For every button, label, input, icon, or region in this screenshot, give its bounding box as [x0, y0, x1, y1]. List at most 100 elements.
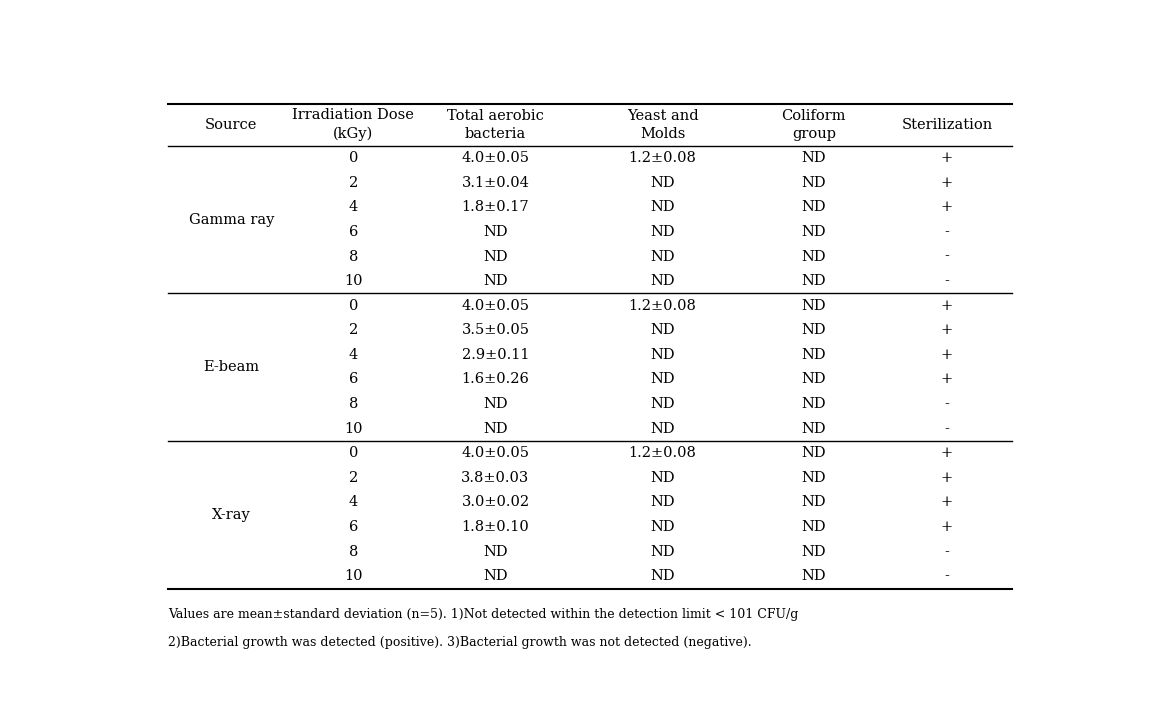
Text: X-ray: X-ray	[212, 507, 250, 522]
Text: 10: 10	[344, 422, 362, 436]
Text: ND: ND	[802, 471, 826, 485]
Text: ND: ND	[802, 544, 826, 559]
Text: ND: ND	[802, 495, 826, 510]
Text: ND: ND	[802, 298, 826, 313]
Text: ND: ND	[483, 422, 508, 436]
Text: ND: ND	[802, 397, 826, 411]
Text: Yeast and
Molds: Yeast and Molds	[627, 109, 698, 141]
Text: ND: ND	[802, 348, 826, 362]
Text: 10: 10	[344, 569, 362, 583]
Text: 8: 8	[348, 544, 358, 559]
Text: -: -	[945, 225, 949, 239]
Text: ND: ND	[650, 471, 675, 485]
Text: -: -	[945, 250, 949, 264]
Text: -: -	[945, 397, 949, 411]
Text: ND: ND	[483, 569, 508, 583]
Text: ND: ND	[802, 569, 826, 583]
Text: ND: ND	[483, 397, 508, 411]
Text: ND: ND	[802, 323, 826, 338]
Text: Sterilization: Sterilization	[902, 118, 993, 132]
Text: ND: ND	[650, 372, 675, 386]
Text: +: +	[941, 520, 953, 534]
Text: ND: ND	[802, 446, 826, 460]
Text: 1.8±0.10: 1.8±0.10	[461, 520, 529, 534]
Text: ND: ND	[802, 200, 826, 214]
Text: 0: 0	[348, 446, 358, 460]
Text: 2: 2	[348, 471, 358, 485]
Text: ND: ND	[650, 520, 675, 534]
Text: 0: 0	[348, 151, 358, 165]
Text: 2: 2	[348, 176, 358, 189]
Text: +: +	[941, 372, 953, 386]
Text: +: +	[941, 471, 953, 485]
Text: 3.1±0.04: 3.1±0.04	[461, 176, 529, 189]
Text: 1.2±0.08: 1.2±0.08	[629, 151, 697, 165]
Text: 1.8±0.17: 1.8±0.17	[461, 200, 529, 214]
Text: 1.2±0.08: 1.2±0.08	[629, 298, 697, 313]
Text: 1.6±0.26: 1.6±0.26	[461, 372, 529, 386]
Text: Total aerobic
bacteria: Total aerobic bacteria	[447, 109, 544, 141]
Text: 4.0±0.05: 4.0±0.05	[461, 151, 529, 165]
Text: ND: ND	[802, 372, 826, 386]
Text: +: +	[941, 298, 953, 313]
Text: ND: ND	[650, 397, 675, 411]
Text: -: -	[945, 569, 949, 583]
Text: ND: ND	[650, 495, 675, 510]
Text: ND: ND	[802, 274, 826, 288]
Text: +: +	[941, 495, 953, 510]
Text: ND: ND	[483, 274, 508, 288]
Text: ND: ND	[650, 274, 675, 288]
Text: ND: ND	[650, 422, 675, 436]
Text: ND: ND	[483, 225, 508, 239]
Text: 6: 6	[348, 225, 358, 239]
Text: 3.0±0.02: 3.0±0.02	[461, 495, 530, 510]
Text: 10: 10	[344, 274, 362, 288]
Text: 2)Bacterial growth was detected (positive). 3)Bacterial growth was not detected : 2)Bacterial growth was detected (positiv…	[168, 636, 751, 649]
Text: ND: ND	[650, 200, 675, 214]
Text: 4: 4	[348, 495, 358, 510]
Text: ND: ND	[650, 323, 675, 338]
Text: ND: ND	[650, 569, 675, 583]
Text: +: +	[941, 176, 953, 189]
Text: Source: Source	[205, 118, 257, 132]
Text: 6: 6	[348, 520, 358, 534]
Text: Irradiation Dose
(kGy): Irradiation Dose (kGy)	[292, 108, 415, 142]
Text: 4: 4	[348, 200, 358, 214]
Text: 6: 6	[348, 372, 358, 386]
Text: 4.0±0.05: 4.0±0.05	[461, 446, 529, 460]
Text: ND: ND	[650, 250, 675, 264]
Text: 3.5±0.05: 3.5±0.05	[461, 323, 529, 338]
Text: ND: ND	[650, 544, 675, 559]
Text: -: -	[945, 544, 949, 559]
Text: Values are mean±standard deviation (n=5). 1)Not detected within the detection li: Values are mean±standard deviation (n=5)…	[168, 608, 798, 621]
Text: ND: ND	[802, 151, 826, 165]
Text: +: +	[941, 200, 953, 214]
Text: Coliform
group: Coliform group	[782, 109, 846, 141]
Text: ND: ND	[802, 520, 826, 534]
Text: ND: ND	[483, 250, 508, 264]
Text: +: +	[941, 446, 953, 460]
Text: E-beam: E-beam	[204, 360, 260, 374]
Text: ND: ND	[483, 544, 508, 559]
Text: ND: ND	[802, 225, 826, 239]
Text: ND: ND	[650, 348, 675, 362]
Text: -: -	[945, 422, 949, 436]
Text: ND: ND	[802, 422, 826, 436]
Text: ND: ND	[650, 225, 675, 239]
Text: +: +	[941, 151, 953, 165]
Text: 1.2±0.08: 1.2±0.08	[629, 446, 697, 460]
Text: +: +	[941, 348, 953, 362]
Text: ND: ND	[802, 250, 826, 264]
Text: +: +	[941, 323, 953, 338]
Text: 3.8±0.03: 3.8±0.03	[461, 471, 530, 485]
Text: 8: 8	[348, 397, 358, 411]
Text: 2: 2	[348, 323, 358, 338]
Text: 4: 4	[348, 348, 358, 362]
Text: 8: 8	[348, 250, 358, 264]
Text: 4.0±0.05: 4.0±0.05	[461, 298, 529, 313]
Text: ND: ND	[650, 176, 675, 189]
Text: 2.9±0.11: 2.9±0.11	[461, 348, 529, 362]
Text: Gamma ray: Gamma ray	[189, 213, 274, 227]
Text: 0: 0	[348, 298, 358, 313]
Text: ND: ND	[802, 176, 826, 189]
